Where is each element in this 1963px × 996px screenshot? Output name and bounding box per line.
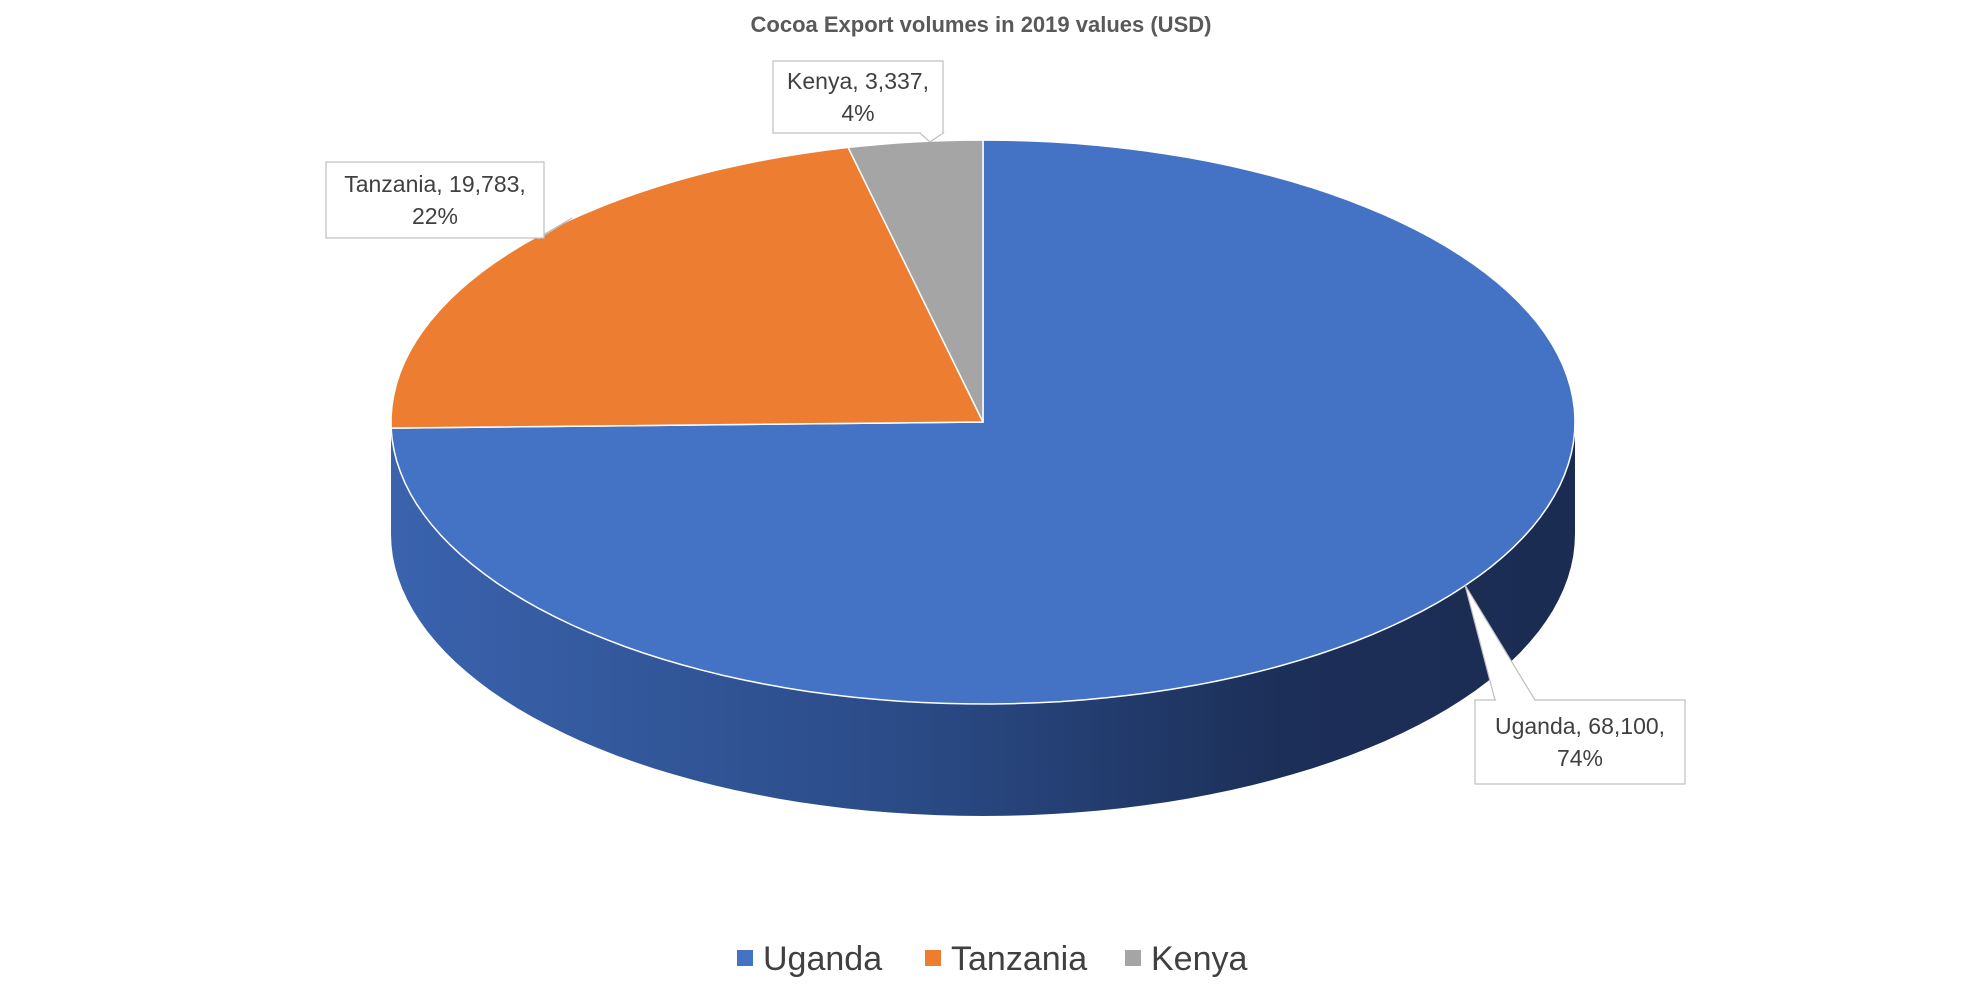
- label-box: [1474, 699, 1686, 785]
- label-percent: 4%: [841, 100, 874, 126]
- label-category-value: Tanzania, 19,783,: [344, 171, 526, 197]
- data-label-tanzania: Tanzania, 19,783, 22%: [325, 161, 573, 239]
- legend-item-tanzania: Tanzania: [925, 940, 1087, 978]
- legend-label: Uganda: [763, 940, 882, 978]
- label-box: [325, 161, 545, 239]
- label-category-value: Kenya, 3,337,: [787, 68, 929, 94]
- legend-swatch: [925, 950, 941, 966]
- legend-item-uganda: Uganda: [737, 940, 882, 978]
- legend-swatch: [1125, 950, 1141, 966]
- legend-label: Tanzania: [951, 940, 1087, 978]
- label-percent: 74%: [1557, 745, 1603, 771]
- legend-item-kenya: Kenya: [1125, 940, 1247, 978]
- data-label-uganda: Uganda, 68,100, 74%: [1464, 584, 1686, 785]
- data-label-kenya: Kenya, 3,337, 4%: [772, 60, 945, 143]
- pie-slice-kenya: [846, 139, 984, 423]
- chart-title: Cocoa Export volumes in 2019 values (USD…: [751, 12, 1212, 37]
- label-category-value: Uganda, 68,100,: [1495, 713, 1665, 739]
- legend-label: Kenya: [1151, 940, 1247, 978]
- legend-swatch: [737, 950, 753, 966]
- label-percent: 22%: [412, 203, 458, 229]
- label-box: [772, 60, 944, 134]
- pie-side-uganda: [391, 422, 1575, 816]
- pie-slice-tanzania: [390, 146, 985, 429]
